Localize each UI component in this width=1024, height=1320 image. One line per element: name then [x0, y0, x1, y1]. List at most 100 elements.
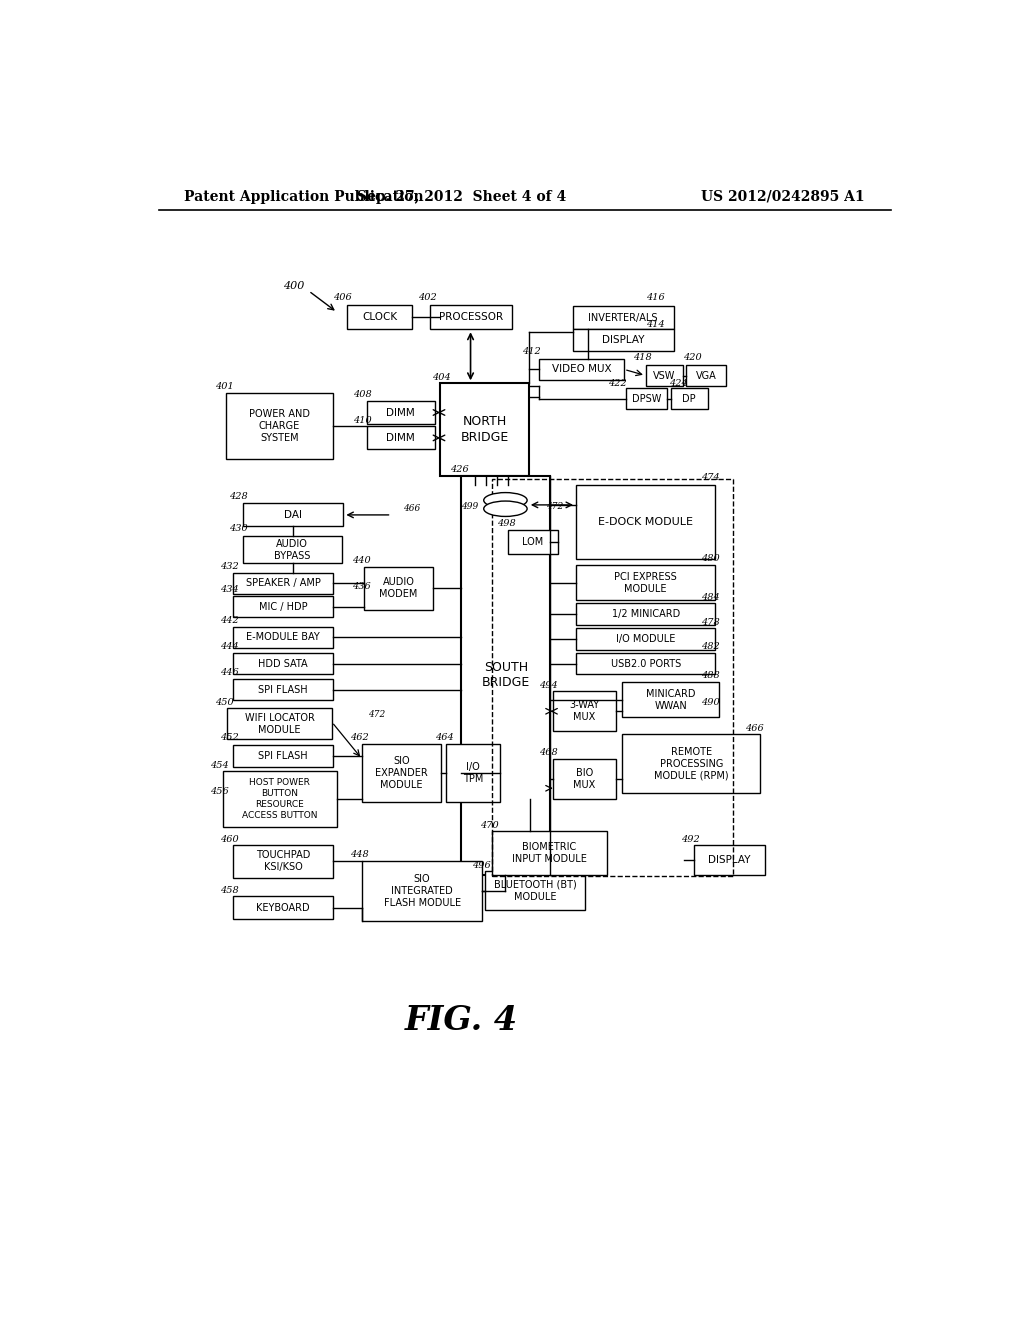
Bar [347, 305, 412, 330]
Text: DIMM: DIMM [386, 433, 415, 444]
Bar [367, 426, 435, 449]
Text: NORTH
BRIDGE: NORTH BRIDGE [461, 416, 509, 444]
Bar [232, 896, 334, 919]
Text: 482: 482 [701, 643, 720, 651]
Text: MIC / HDP: MIC / HDP [259, 602, 307, 611]
Text: BLUETOOTH (BT)
MODULE: BLUETOOTH (BT) MODULE [494, 879, 577, 902]
Ellipse shape [483, 492, 527, 508]
Text: BIO
MUX: BIO MUX [573, 768, 596, 789]
Bar [575, 628, 716, 649]
Text: 494: 494 [539, 681, 557, 689]
Text: 406: 406 [333, 293, 351, 302]
Text: 422: 422 [608, 379, 628, 388]
Text: VSW: VSW [653, 371, 676, 380]
Text: 466: 466 [403, 504, 421, 512]
Text: DPSW: DPSW [632, 393, 662, 404]
Text: SIO
EXPANDER
MODULE: SIO EXPANDER MODULE [375, 756, 428, 789]
Text: 408: 408 [353, 391, 373, 400]
Text: USB2.0 PORTS: USB2.0 PORTS [610, 659, 681, 668]
Text: 404: 404 [432, 372, 451, 381]
Text: I/O MODULE: I/O MODULE [616, 634, 676, 644]
Bar [445, 743, 500, 803]
Bar [440, 383, 529, 475]
Text: WIFI LOCATOR
MODULE: WIFI LOCATOR MODULE [245, 713, 314, 734]
Text: 472: 472 [369, 710, 385, 719]
Text: REMOTE
PROCESSING
MODULE (RPM): REMOTE PROCESSING MODULE (RPM) [654, 747, 729, 780]
Text: TOUCHPAD
KSI/KSO: TOUCHPAD KSI/KSO [256, 850, 310, 873]
Bar [430, 305, 512, 330]
Text: PROCESSOR: PROCESSOR [439, 312, 503, 322]
Text: SPI FLASH: SPI FLASH [258, 685, 308, 694]
Bar [227, 708, 332, 739]
Text: DIMM: DIMM [386, 408, 415, 417]
Bar [367, 401, 435, 424]
Text: 3-WAY
MUX: 3-WAY MUX [569, 700, 599, 722]
Text: 401: 401 [215, 381, 233, 391]
Text: 412: 412 [521, 347, 541, 356]
Text: Patent Application Publication: Patent Application Publication [183, 190, 424, 203]
Text: CLOCK: CLOCK [361, 312, 397, 322]
Text: 416: 416 [646, 293, 665, 302]
Text: 1/2 MINICARD: 1/2 MINICARD [611, 610, 680, 619]
Text: 410: 410 [353, 416, 373, 425]
Bar [243, 503, 343, 527]
Text: 442: 442 [220, 616, 239, 626]
Text: 454: 454 [210, 760, 229, 770]
Text: 488: 488 [701, 672, 720, 681]
Text: DISPLAY: DISPLAY [602, 335, 644, 345]
Text: 446: 446 [220, 668, 239, 677]
Text: 426: 426 [451, 465, 469, 474]
Text: 484: 484 [701, 593, 720, 602]
Text: I/O
TPM: I/O TPM [463, 762, 483, 784]
Bar [493, 832, 607, 875]
Text: 436: 436 [352, 582, 371, 591]
Text: 496: 496 [472, 861, 490, 870]
Bar [671, 388, 708, 409]
Text: 458: 458 [220, 886, 239, 895]
Text: 402: 402 [418, 293, 436, 302]
Text: AUDIO
MODEM: AUDIO MODEM [379, 577, 418, 599]
Text: E-MODULE BAY: E-MODULE BAY [246, 632, 319, 643]
Text: SIO
INTEGRATED
FLASH MODULE: SIO INTEGRATED FLASH MODULE [384, 874, 461, 908]
Bar [232, 627, 334, 648]
Text: 424: 424 [669, 379, 688, 388]
Text: MINICARD
WWAN: MINICARD WWAN [646, 689, 695, 710]
Text: 490: 490 [701, 698, 720, 706]
Bar [232, 595, 334, 618]
Bar [575, 603, 716, 626]
Text: DP: DP [682, 393, 696, 404]
Text: 492: 492 [681, 834, 700, 843]
Text: 478: 478 [701, 618, 720, 627]
Text: DAI: DAI [284, 510, 302, 520]
Text: 448: 448 [349, 850, 369, 859]
Bar [232, 744, 334, 767]
Text: PCI EXPRESS
MODULE: PCI EXPRESS MODULE [614, 572, 677, 594]
Bar [232, 845, 334, 878]
Text: KEYBOARD: KEYBOARD [256, 903, 310, 912]
Bar [686, 364, 726, 387]
Text: 456: 456 [210, 787, 229, 796]
Bar [508, 529, 558, 554]
Text: 414: 414 [646, 321, 665, 330]
Text: 462: 462 [349, 733, 369, 742]
Text: BIOMETRIC
INPUT MODULE: BIOMETRIC INPUT MODULE [512, 842, 587, 865]
Text: SPI FLASH: SPI FLASH [258, 751, 308, 760]
Text: VIDEO MUX: VIDEO MUX [552, 364, 611, 375]
Text: 468: 468 [539, 748, 557, 758]
Text: Sep. 27, 2012  Sheet 4 of 4: Sep. 27, 2012 Sheet 4 of 4 [356, 190, 566, 203]
Bar [553, 759, 616, 799]
Text: 400: 400 [283, 281, 304, 290]
Bar [493, 479, 732, 876]
Bar [484, 871, 586, 909]
Text: DISPLAY: DISPLAY [709, 855, 751, 865]
Text: 434: 434 [220, 585, 239, 594]
Text: 444: 444 [220, 643, 239, 651]
Text: 470: 470 [480, 821, 499, 830]
Text: 499: 499 [461, 502, 478, 511]
Bar [575, 484, 716, 558]
Bar [575, 653, 716, 675]
Text: 466: 466 [744, 723, 764, 733]
Text: 428: 428 [228, 492, 248, 502]
Text: 420: 420 [683, 354, 701, 363]
Bar [365, 566, 432, 610]
